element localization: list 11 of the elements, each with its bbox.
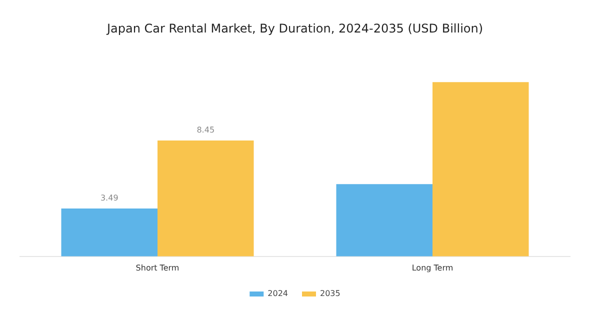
data-label: 8.45	[196, 126, 215, 135]
legend-label: 2024	[268, 289, 288, 298]
legend-label: 2035	[320, 289, 340, 298]
chart-title: Japan Car Rental Market, By Duration, 2024-2035 (USD Billion)	[106, 21, 484, 36]
bar	[61, 208, 158, 256]
data-label: 3.49	[100, 194, 118, 203]
bar	[158, 140, 254, 256]
x-tick-label: Long Term	[412, 263, 454, 272]
bar	[432, 82, 529, 256]
bar	[336, 184, 432, 256]
x-tick-label: Short Term	[136, 263, 180, 272]
